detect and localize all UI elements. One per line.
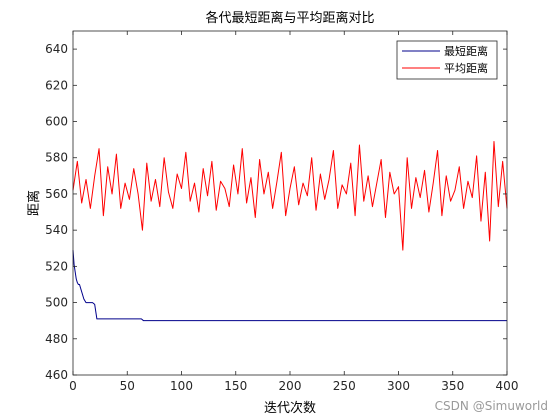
- y-tick-label: 480: [45, 332, 68, 346]
- x-tick-label: 300: [387, 379, 410, 393]
- y-tick-label: 620: [45, 78, 68, 92]
- y-tick-label: 640: [45, 42, 68, 56]
- y-tick-label: 580: [45, 151, 68, 165]
- x-tick-label: 400: [496, 379, 519, 393]
- y-tick-label: 460: [45, 368, 68, 382]
- x-tick-label: 350: [441, 379, 464, 393]
- y-axis-label: 距离: [26, 190, 42, 216]
- series-shortest-line: [72, 250, 507, 322]
- legend: 最短距离 平均距离: [396, 40, 498, 80]
- watermark: CSDN @Simuworld: [435, 399, 548, 413]
- chart-title: 各代最短距离与平均距离对比: [205, 10, 374, 26]
- x-tick-label: 250: [333, 379, 356, 393]
- x-tick-label: 50: [120, 379, 135, 393]
- x-tick-label: 150: [224, 379, 247, 393]
- legend-box: [396, 40, 498, 80]
- y-tick-label: 500: [45, 296, 68, 310]
- x-tick-label: 100: [170, 379, 193, 393]
- plot-area: [73, 31, 507, 375]
- x-tick-label: 0: [69, 379, 77, 393]
- y-tick-label: 560: [45, 187, 68, 201]
- y-tick-label: 520: [45, 259, 68, 273]
- x-axis-label: 迭代次数: [264, 400, 316, 416]
- legend-label-average: 平均距离: [444, 61, 488, 75]
- x-tick-label: 200: [279, 379, 302, 393]
- y-tick-label: 540: [45, 223, 68, 237]
- legend-label-shortest: 最短距离: [444, 44, 488, 58]
- series-average-line: [72, 140, 508, 251]
- series-layer: [72, 140, 508, 322]
- y-tick-label: 600: [45, 115, 68, 129]
- ticks-layer: 0 50 100 150 200 250 300 350 400 460 480 500 520 540 5…: [45, 31, 518, 393]
